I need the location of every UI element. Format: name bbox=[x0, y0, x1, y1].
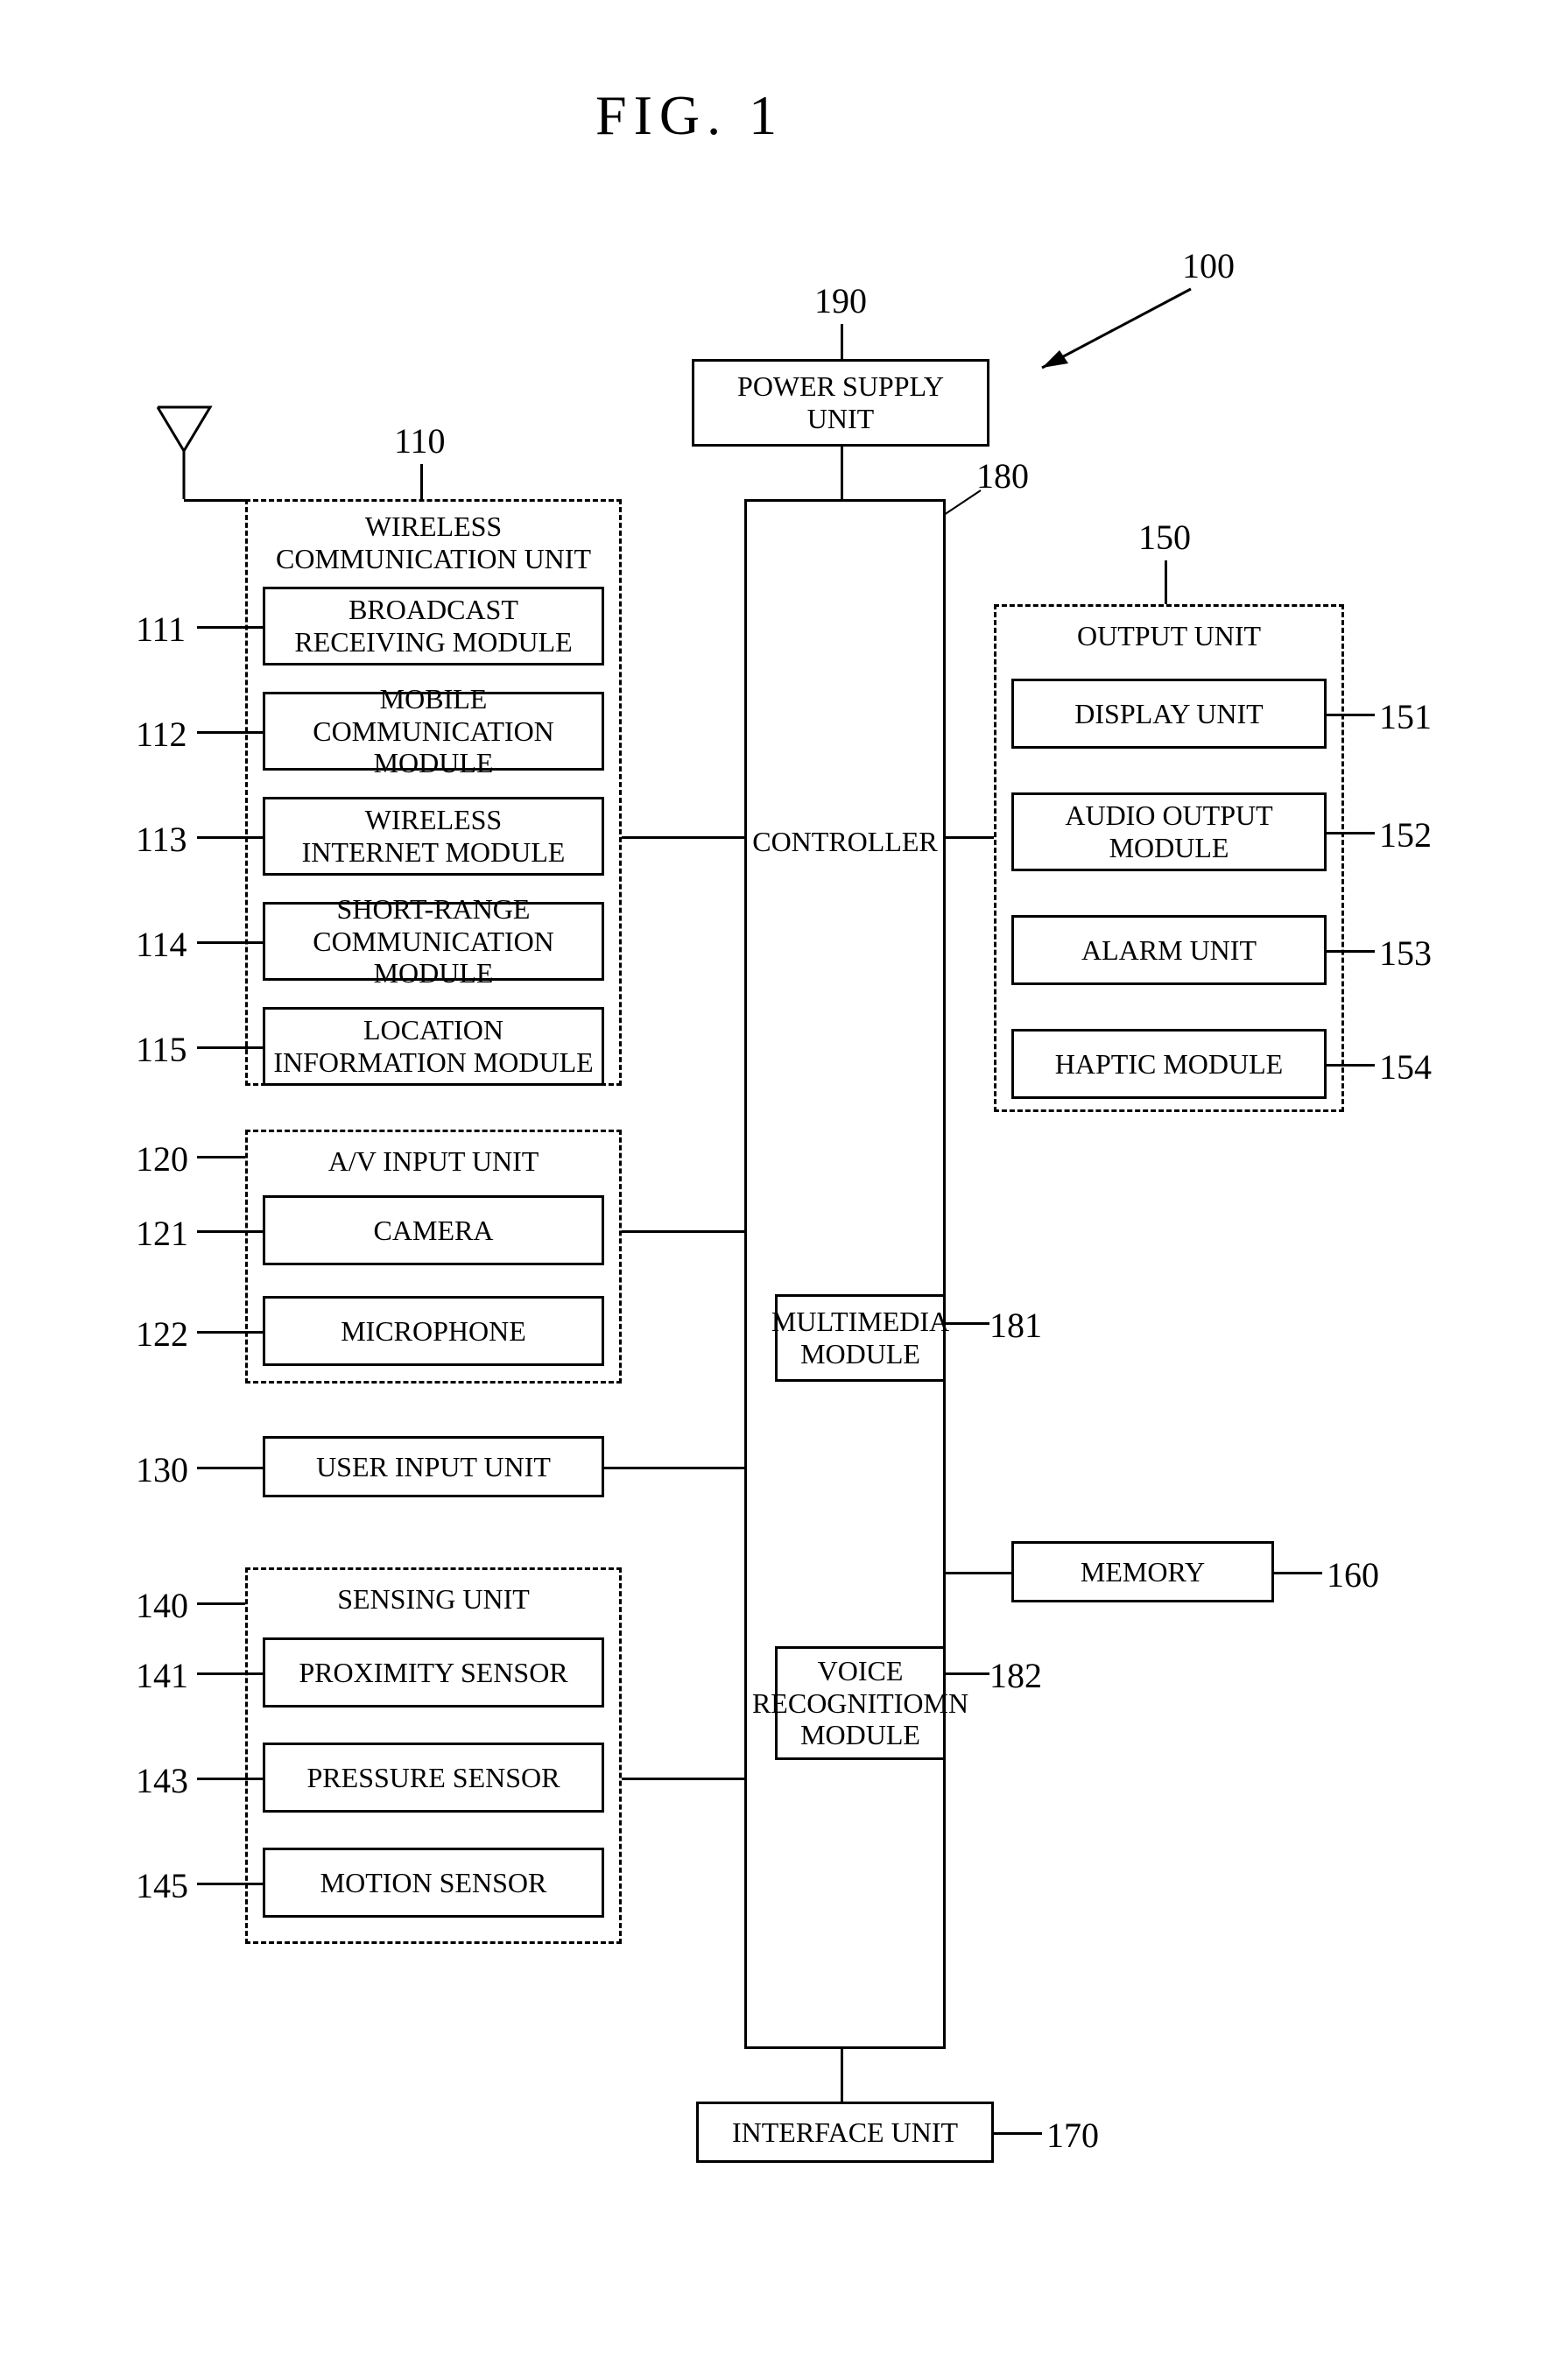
voice-box: VOICE RECOGNITIOMN MODULE bbox=[775, 1646, 946, 1760]
power-supply-box: POWER SUPPLY UNIT bbox=[692, 359, 989, 447]
audio-output-box: AUDIO OUTPUT MODULE bbox=[1011, 792, 1327, 871]
line-wireless-ctrl bbox=[622, 836, 744, 839]
multimedia-box: MULTIMEDIA MODULE bbox=[775, 1294, 946, 1382]
line-114 bbox=[197, 941, 263, 944]
line-112 bbox=[197, 731, 263, 734]
line-150 bbox=[1165, 560, 1167, 604]
ref-121: 121 bbox=[136, 1213, 188, 1254]
ref-181: 181 bbox=[989, 1305, 1042, 1346]
ref-160: 160 bbox=[1327, 1554, 1379, 1595]
ref-113: 113 bbox=[136, 819, 187, 860]
user-input-box: USER INPUT UNIT bbox=[263, 1436, 604, 1497]
ref-120: 120 bbox=[136, 1138, 188, 1179]
ref-130: 130 bbox=[136, 1449, 188, 1490]
controller-box: CONTROLLER bbox=[744, 499, 946, 2049]
line-111 bbox=[197, 626, 263, 629]
controller-label: CONTROLLER bbox=[747, 826, 943, 858]
line-av-ctrl bbox=[622, 1230, 744, 1233]
line-power-controller bbox=[841, 447, 843, 499]
line-130 bbox=[197, 1467, 263, 1469]
line-memory-ctrl bbox=[946, 1572, 1011, 1574]
short-range-box: SHORT-RANGE COMMUNICATION MODULE bbox=[263, 902, 604, 981]
line-151 bbox=[1327, 714, 1375, 716]
display-box: DISPLAY UNIT bbox=[1011, 679, 1327, 749]
line-120 bbox=[197, 1156, 245, 1158]
ref-151: 151 bbox=[1379, 696, 1432, 737]
line-ctrl-interface bbox=[841, 2049, 843, 2102]
ref-143: 143 bbox=[136, 1760, 188, 1801]
line-122 bbox=[197, 1331, 263, 1334]
line-115 bbox=[197, 1046, 263, 1049]
line-160 bbox=[1274, 1572, 1322, 1574]
interface-box: INTERFACE UNIT bbox=[696, 2102, 994, 2163]
ref-190: 190 bbox=[814, 280, 867, 321]
line-sensing-ctrl bbox=[622, 1778, 744, 1780]
line-145 bbox=[197, 1883, 263, 1885]
ref-154: 154 bbox=[1379, 1046, 1432, 1088]
line-113 bbox=[197, 836, 263, 839]
arrow-100 bbox=[1024, 280, 1200, 385]
line-140 bbox=[197, 1602, 245, 1605]
ref-152: 152 bbox=[1379, 814, 1432, 856]
haptic-box: HAPTIC MODULE bbox=[1011, 1029, 1327, 1099]
ref-114: 114 bbox=[136, 924, 187, 965]
ref-182: 182 bbox=[989, 1655, 1042, 1696]
line-141 bbox=[197, 1672, 263, 1675]
ref-110: 110 bbox=[394, 420, 446, 461]
ref-153: 153 bbox=[1379, 933, 1432, 974]
line-190 bbox=[841, 324, 843, 359]
line-110 bbox=[420, 464, 423, 499]
ref-170: 170 bbox=[1046, 2115, 1099, 2156]
line-121 bbox=[197, 1230, 263, 1233]
motion-box: MOTION SENSOR bbox=[263, 1848, 604, 1918]
line-181 bbox=[946, 1322, 989, 1325]
location-box: LOCATION INFORMATION MODULE bbox=[263, 1007, 604, 1086]
ref-150: 150 bbox=[1138, 517, 1191, 558]
ref-115: 115 bbox=[136, 1029, 187, 1070]
ref-145: 145 bbox=[136, 1865, 188, 1906]
memory-box: MEMORY bbox=[1011, 1541, 1274, 1602]
av-title: A/V INPUT UNIT bbox=[248, 1145, 619, 1178]
line-154 bbox=[1327, 1064, 1375, 1067]
line-output-ctrl bbox=[946, 836, 994, 839]
broadcast-box: BROADCAST RECEIVING MODULE bbox=[263, 587, 604, 665]
alarm-box: ALARM UNIT bbox=[1011, 915, 1327, 985]
line-143 bbox=[197, 1778, 263, 1780]
camera-box: CAMERA bbox=[263, 1195, 604, 1265]
antenna-line bbox=[184, 499, 245, 502]
figure-title: FIG. 1 bbox=[595, 83, 784, 148]
wireless-title: WIRELESS COMMUNICATION UNIT bbox=[248, 511, 619, 575]
output-title: OUTPUT UNIT bbox=[996, 620, 1341, 652]
mobile-comm-box: MOBILE COMMUNICATION MODULE bbox=[263, 692, 604, 771]
ref-141: 141 bbox=[136, 1655, 188, 1696]
sensing-title: SENSING UNIT bbox=[248, 1583, 619, 1616]
ref-140: 140 bbox=[136, 1585, 188, 1626]
ref-112: 112 bbox=[136, 714, 187, 755]
ref-122: 122 bbox=[136, 1313, 188, 1355]
microphone-box: MICROPHONE bbox=[263, 1296, 604, 1366]
ref-111: 111 bbox=[136, 609, 186, 650]
line-170 bbox=[994, 2132, 1042, 2135]
antenna-icon bbox=[149, 398, 219, 503]
wireless-internet-box: WIRELESS INTERNET MODULE bbox=[263, 797, 604, 876]
pressure-box: PRESSURE SENSOR bbox=[263, 1743, 604, 1813]
line-153 bbox=[1327, 950, 1375, 953]
proximity-box: PROXIMITY SENSOR bbox=[263, 1637, 604, 1708]
line-user-ctrl bbox=[604, 1467, 744, 1469]
line-152 bbox=[1327, 832, 1375, 834]
